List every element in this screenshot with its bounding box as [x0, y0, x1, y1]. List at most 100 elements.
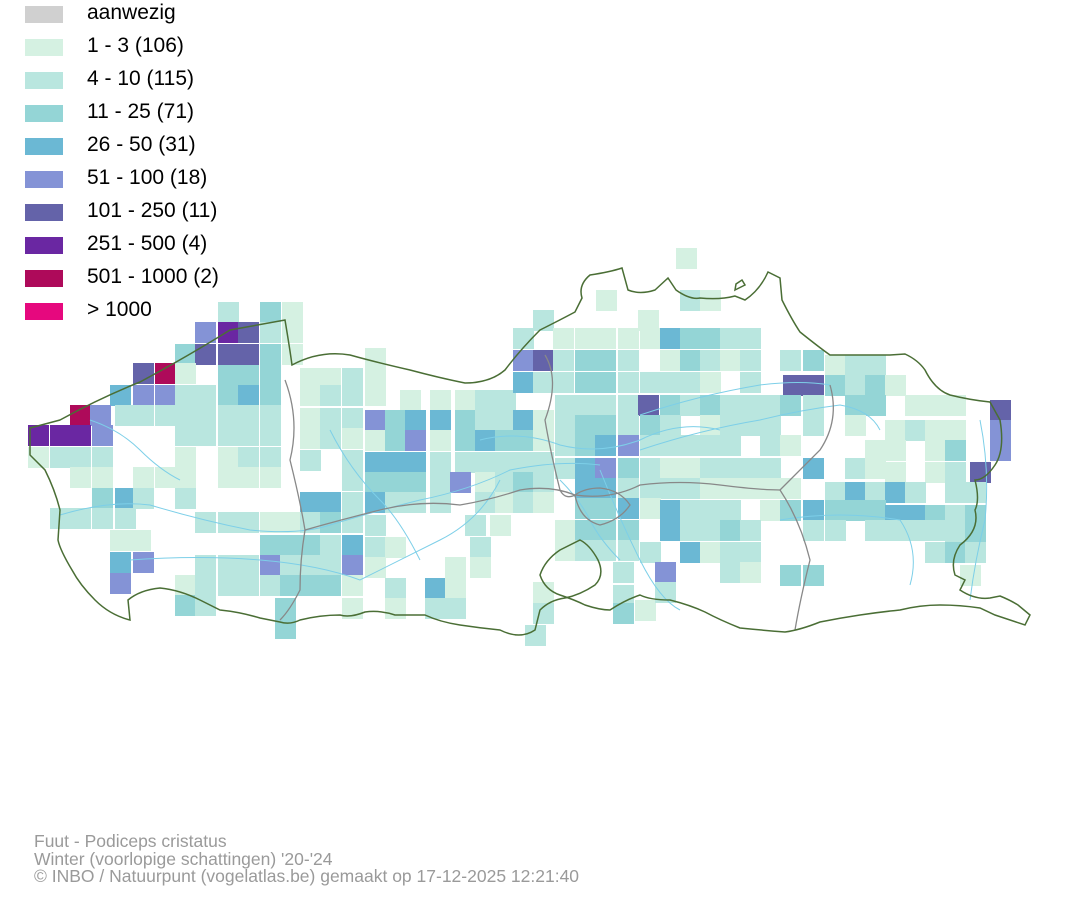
grid-cell: [925, 520, 946, 541]
grid-cell: [218, 467, 239, 488]
grid-cell: [865, 520, 886, 541]
river-west: [89, 419, 181, 481]
grid-cell: [760, 435, 781, 456]
grid-cell: [720, 542, 741, 563]
grid-cell: [533, 372, 554, 393]
legend-swatch: [25, 237, 63, 254]
grid-cell: [618, 415, 639, 436]
grid-cell: [513, 430, 534, 451]
grid-cell: [533, 582, 554, 603]
grid-cell: [780, 435, 801, 456]
grid-cell: [218, 405, 239, 426]
grid-cell: [618, 498, 639, 519]
grid-cell: [175, 447, 196, 468]
grid-cell: [555, 395, 576, 416]
grid-cell: [455, 430, 476, 451]
grid-cell: [680, 328, 701, 349]
grid-cell: [845, 500, 866, 521]
grid-cell: [760, 500, 781, 521]
grid-cell: [513, 472, 534, 493]
grid-cell: [660, 372, 681, 393]
grid-cell: [845, 375, 866, 396]
grid-cell: [365, 452, 386, 473]
grid-cell: [945, 522, 966, 543]
grid-cell: [475, 472, 496, 493]
grid-cell: [195, 512, 216, 533]
grid-cell: [595, 435, 616, 456]
legend-item: aanwezig: [25, 1, 345, 39]
grid-cell: [660, 500, 681, 521]
grid-cell: [720, 500, 741, 521]
grid-cell: [175, 595, 196, 616]
grid-cell: [825, 500, 846, 521]
grid-cell: [320, 492, 341, 513]
grid-cell: [133, 405, 154, 426]
grid-cell: [430, 430, 451, 451]
river-gete: [779, 514, 914, 586]
grid-cell: [945, 505, 966, 526]
grid-cell: [740, 562, 761, 583]
grid-cell: [92, 488, 113, 509]
flanders-outline: [29, 267, 1031, 636]
grid-cell: [300, 385, 321, 406]
grid-cell: [640, 435, 661, 456]
legend-swatch: [25, 105, 63, 122]
grid-cell: [300, 492, 321, 513]
grid-cell: [700, 415, 721, 436]
grid-cell: [533, 452, 554, 473]
grid-cell: [720, 435, 741, 456]
grid-cell: [885, 375, 906, 396]
grid-cell: [596, 290, 617, 311]
grid-cell: [575, 435, 596, 456]
grid-cell: [195, 425, 216, 446]
grid-cell: [618, 435, 639, 456]
grid-cell: [195, 405, 216, 426]
grid-cell: [965, 542, 986, 563]
grid-cell: [865, 355, 886, 376]
grid-cell: [945, 420, 966, 441]
grid-cell: [865, 482, 886, 503]
grid-cell: [445, 578, 466, 599]
grid-cell: [260, 575, 281, 596]
grid-cell: [490, 515, 511, 536]
grid-cell: [740, 520, 761, 541]
grid-cell: [90, 405, 111, 426]
legend-swatch: [25, 171, 63, 188]
grid-cell: [475, 430, 496, 451]
grid-cell: [925, 542, 946, 563]
grid-cell: [783, 375, 804, 396]
grid-cell: [133, 363, 154, 384]
river-leie: [59, 462, 601, 533]
grid-cell: [218, 302, 239, 323]
grid-cell: [990, 420, 1011, 441]
caption-species: Fuut - Podiceps cristatus: [34, 831, 227, 851]
grid-cell: [660, 435, 681, 456]
grid-cell: [575, 458, 596, 479]
grid-cell: [260, 425, 281, 446]
grid-cell: [825, 482, 846, 503]
grid-cell: [970, 462, 991, 483]
grid-cell: [110, 530, 131, 551]
grid-cell: [700, 435, 721, 456]
grid-cell: [495, 410, 516, 431]
grid-cell: [342, 575, 363, 596]
grid-cell: [133, 488, 154, 509]
grid-cell: [845, 482, 866, 503]
grid-cell: [618, 540, 639, 561]
legend-label: 101 - 250 (11): [87, 199, 218, 222]
legend-label: 501 - 1000 (2): [87, 265, 219, 288]
grid-cell: [680, 395, 701, 416]
grid-cell: [885, 440, 906, 461]
grid-cell: [660, 415, 681, 436]
grid-cell: [300, 428, 321, 449]
grid-cell: [238, 365, 259, 386]
legend-label: 11 - 25 (71): [87, 100, 194, 123]
caption-credit: © INBO / Natuurpunt (vogelatlas.be) gema…: [34, 866, 580, 886]
grid-cell: [555, 415, 576, 436]
grid-cell: [445, 598, 466, 619]
grid-cell: [803, 458, 824, 479]
grid-cell: [133, 552, 154, 573]
grid-cell: [613, 585, 634, 606]
grid-cell: [430, 452, 451, 473]
grid-cell: [803, 375, 824, 396]
